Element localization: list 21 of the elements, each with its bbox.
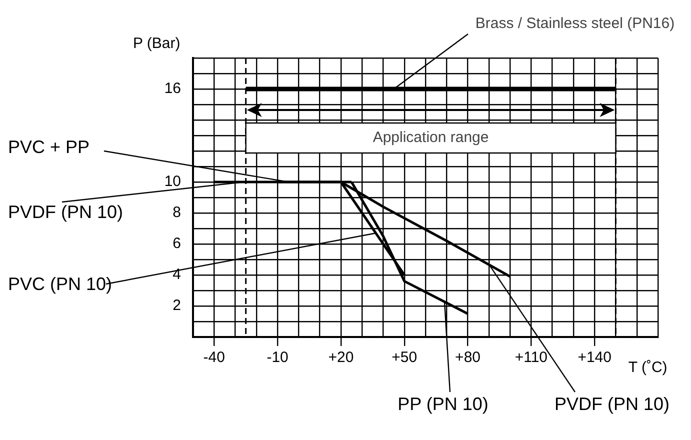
x-tick-label: -40 [203,349,225,366]
x-tick-label: +80 [455,349,480,366]
y-tick-label: 8 [172,204,181,222]
x-tick-label: +110 [514,349,548,366]
text: PVDF (PN 10) [554,394,670,414]
x-tick-label: +140 [578,349,612,366]
y-tick-label: 16 [164,80,181,98]
text: PVC (PN 10) [8,274,112,294]
y-tick-label: 2 [172,297,181,314]
text: PVC + PP [8,136,90,157]
y-tick-label: 6 [172,235,181,252]
y-axis-title: P (Bar) [133,35,180,52]
text: PP (PN 10) [398,394,488,414]
band-label: Application range [372,129,489,146]
x-axis-title: T (˚C) [628,359,668,376]
text: PVDF (PN 10) [8,202,124,222]
text: Brass / Stainless steel (PN16) [475,15,675,32]
x-tick-label: +20 [328,349,354,366]
x-tick-label: +50 [392,349,418,366]
y-tick-label: 10 [164,173,181,190]
x-tick-label: -10 [266,349,288,366]
